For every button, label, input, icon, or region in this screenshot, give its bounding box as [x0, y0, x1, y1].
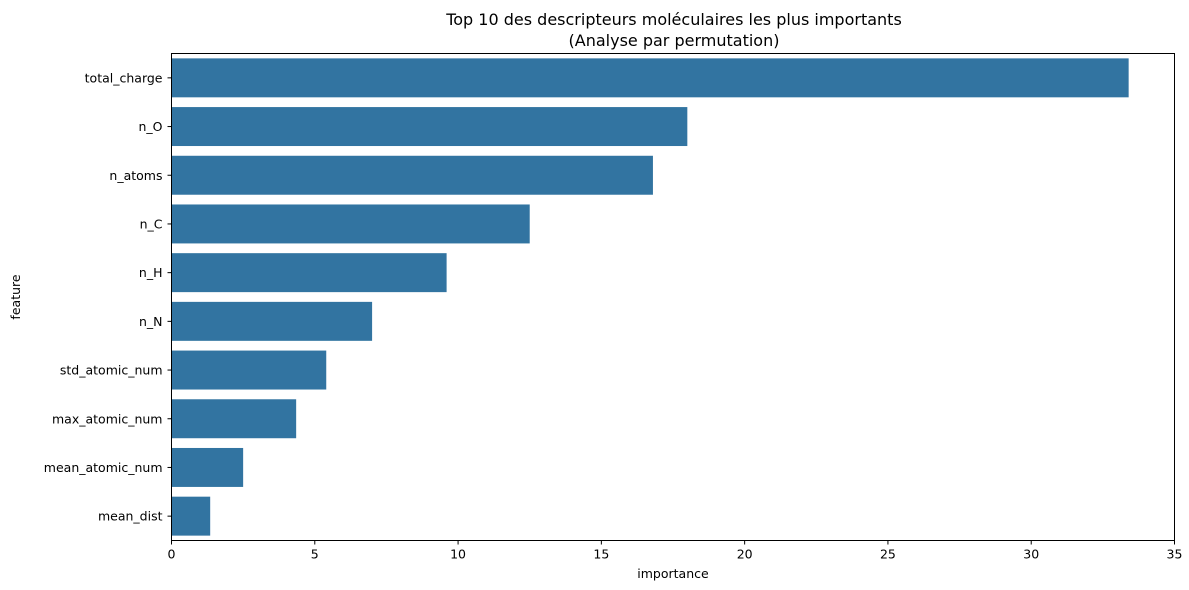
x-tick-label: 0 — [168, 547, 176, 562]
x-tick-label: 30 — [1023, 547, 1039, 562]
x-axis-ticks: 0 5 10 15 20 25 30 35 — [168, 541, 1183, 562]
y-tick-label: max_atomic_num — [52, 411, 163, 426]
y-tick-label: n_atoms — [109, 168, 162, 183]
x-tick-label: 25 — [880, 547, 896, 562]
bar-n-atoms — [172, 156, 653, 195]
x-tick-label: 35 — [1167, 547, 1183, 562]
bar-n-H — [172, 253, 447, 292]
y-axis-ticks: total_charge n_O n_atoms n_C n_H n_N std_atomi… — [44, 70, 172, 523]
bar-n-O — [172, 107, 688, 146]
bar-mean-dist — [172, 497, 211, 536]
y-tick-label: total_charge — [85, 70, 163, 85]
bar-n-N — [172, 302, 373, 341]
bar-std-atomic-num — [172, 351, 327, 390]
x-tick-label: 20 — [737, 547, 753, 562]
x-tick-label: 5 — [311, 547, 319, 562]
bar-n-C — [172, 204, 530, 243]
y-tick-label: n_H — [139, 265, 163, 280]
y-tick-label: n_C — [140, 216, 163, 231]
y-tick-label: mean_atomic_num — [44, 460, 163, 475]
y-tick-label: n_N — [139, 314, 163, 329]
x-tick-label: 10 — [450, 547, 466, 562]
bar-max-atomic-num — [172, 399, 297, 438]
y-tick-label: std_atomic_num — [60, 363, 163, 378]
x-tick-label: 15 — [593, 547, 609, 562]
bars-group — [172, 58, 1129, 535]
y-tick-label: mean_dist — [98, 509, 163, 524]
x-axis-label: importance — [637, 566, 709, 581]
bar-mean-atomic-num — [172, 448, 244, 487]
chart-title-line-2: (Analyse par permutation) — [569, 31, 780, 50]
y-axis-label: feature — [8, 274, 23, 319]
chart-title-line-1: Top 10 des descripteurs moléculaires les… — [445, 10, 902, 29]
y-tick-label: n_O — [138, 119, 162, 134]
bar-total-charge — [172, 58, 1129, 97]
